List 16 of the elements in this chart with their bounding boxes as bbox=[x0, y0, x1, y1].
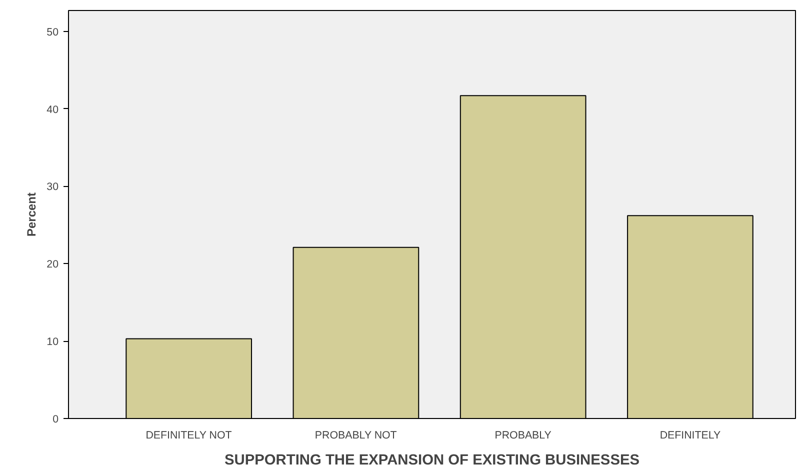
y-tick-label: 20 bbox=[46, 258, 59, 271]
bar bbox=[460, 95, 586, 418]
x-tick-label: DEFINITELY bbox=[660, 430, 721, 442]
y-tick-label: 0 bbox=[52, 414, 59, 426]
bar bbox=[627, 215, 754, 418]
y-tick-label: 30 bbox=[46, 181, 59, 194]
y-tick-label: 50 bbox=[46, 26, 59, 38]
x-axis-title: SUPPORTING THE EXPANSION OF EXISTING BUSINESSES bbox=[224, 452, 640, 468]
bar bbox=[126, 338, 252, 418]
y-axis-title: Percent bbox=[24, 192, 39, 237]
bar bbox=[292, 246, 420, 418]
x-tick-label: DEFINITELY NOT bbox=[146, 430, 232, 442]
x-tick-label: PROBABLY NOT bbox=[314, 430, 398, 442]
y-tick-label: 40 bbox=[46, 104, 59, 116]
x-tick-label: PROBABLY bbox=[494, 430, 552, 442]
y-tick-label: 10 bbox=[46, 336, 59, 348]
